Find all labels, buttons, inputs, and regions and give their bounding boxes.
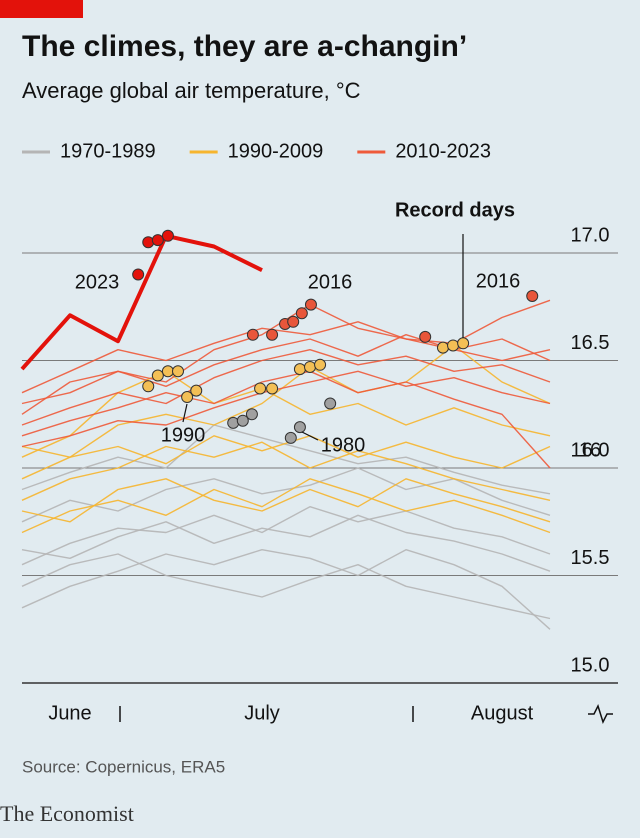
record-dot [314,358,327,371]
record-dot [161,229,174,242]
record-dot [287,315,300,328]
record-dot [266,382,279,395]
record-dot [304,360,316,373]
record-dot [151,234,164,247]
annotation: 2016 [308,271,353,293]
x-tick-label: July [244,702,280,724]
year-line [21,549,551,630]
line-2023 [20,233,263,371]
brand: The Economist [0,801,134,826]
record-dot [181,391,194,404]
year-line [21,334,551,415]
y-tick-label: 17.0 [571,224,610,246]
record-dot [293,363,306,376]
record-dot [457,337,470,350]
record-dots [132,229,539,444]
record-dot [254,382,267,395]
year-line [21,478,551,534]
axis-break-icon [588,704,613,724]
lines [20,233,551,630]
record-dot [284,431,297,444]
y-tick-label: 16.5 [571,332,610,354]
record-dot [151,369,164,382]
annotations: 2023 2016 2016 1990 1980 Record days [75,199,521,456]
annotation: 1990 [161,424,206,446]
y-tick-label: 16.0 [571,439,610,461]
red-tag [0,0,83,18]
annotation-pointer [182,403,188,423]
record-dot [132,268,145,281]
record-dot [172,365,184,378]
year-line [21,370,551,448]
y-tick-label: 16 [579,439,601,461]
x-tick-label: June [48,702,91,724]
record-dot [295,307,308,320]
legend-label: 1990-2009 [228,140,324,162]
record-dot [236,414,249,427]
legend-label: 2010-2023 [395,140,491,162]
year-line [21,514,551,572]
legend: 1970-1989 1990-2009 2010-2023 [22,140,491,162]
annotation: 1980 [321,434,366,456]
legend-label: 1970-1989 [60,140,156,162]
year-line [21,467,551,523]
year-line [21,370,551,469]
year-line [21,424,551,495]
y-tick-label: 15.5 [571,547,610,569]
y-tick-label: 15.0 [571,654,610,676]
record-dot [526,290,539,302]
year-line [21,553,551,620]
record-dot [190,384,203,397]
x-tick-label: August [471,702,534,724]
record-dot [436,341,449,354]
annotation-pointer [301,431,319,441]
record-dot [266,328,279,341]
year-line [21,435,551,480]
chart-subtitle: Average global air temperature, °C [22,78,361,103]
record-dot [161,365,174,378]
annotation: Record days [395,199,515,221]
record-dot [324,397,337,410]
year-line [21,506,551,566]
record-dot [245,408,258,421]
record-dot [304,298,317,311]
record-dot [142,380,155,393]
year-line [21,370,551,458]
x-axis: June July August [48,702,613,724]
year-line [21,441,551,501]
record-dot [246,328,259,341]
annotation: 2016 [476,270,521,292]
year-line [21,478,551,523]
record-dot [419,330,432,343]
record-dot [447,339,460,352]
source: Source: Copernicus, ERA5 [22,757,225,776]
year-line [21,349,551,426]
record-dot [293,421,306,434]
annotation: 2023 [75,271,120,293]
chart-title: The climes, they are a-changin’ [22,30,467,63]
